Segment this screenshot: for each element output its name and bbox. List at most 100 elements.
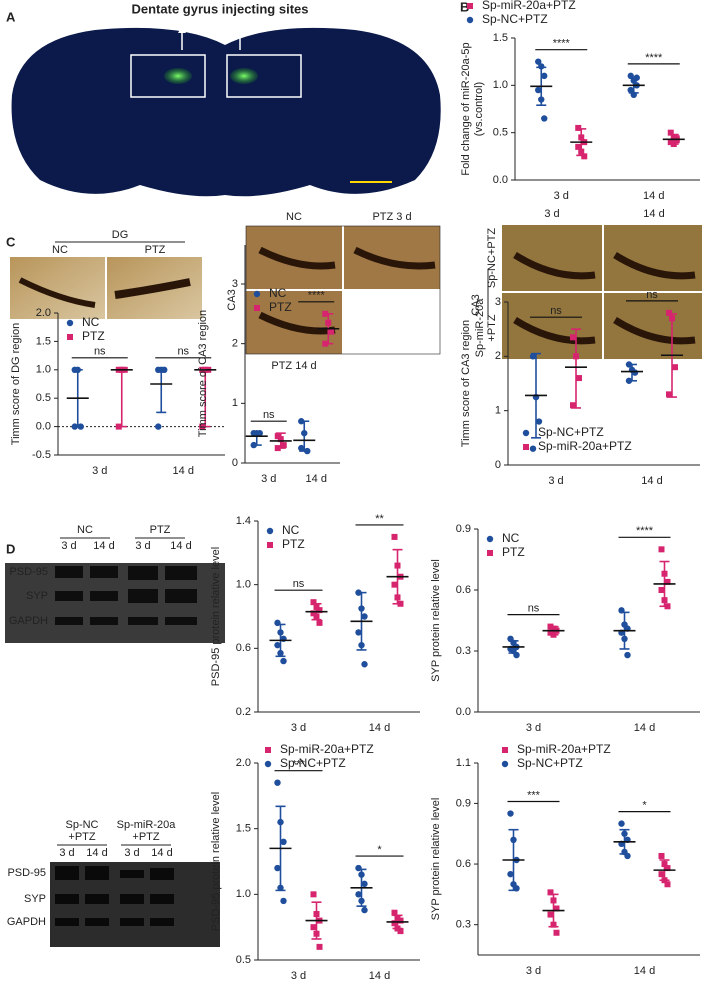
data-point xyxy=(507,810,514,817)
data-point xyxy=(535,86,542,94)
data-point xyxy=(391,909,398,916)
blot-group: NC xyxy=(77,524,93,536)
data-point xyxy=(391,581,398,588)
data-point xyxy=(666,309,672,316)
chart: 0.0 0.3 0.6 0.9 SYP protein relative level 3 … xyxy=(430,523,700,734)
y-tick-label: 3 xyxy=(232,278,238,290)
data-point xyxy=(310,599,317,606)
legend-marker xyxy=(466,16,474,24)
lane-label: 14 d xyxy=(86,847,107,859)
y-tick-label: 1.0 xyxy=(236,888,251,900)
western-blots xyxy=(5,563,225,947)
legend-label: NC xyxy=(282,523,300,537)
image-label: Sp-NC+PTZ xyxy=(486,228,498,288)
data-point xyxy=(541,115,548,122)
image-label: NC xyxy=(286,211,302,223)
data-point xyxy=(576,375,582,382)
x-tick-label: 14 d xyxy=(641,475,662,487)
data-point xyxy=(664,578,671,585)
data-point xyxy=(397,928,404,935)
legend-marker xyxy=(66,319,74,327)
data-point xyxy=(361,661,368,668)
data-point xyxy=(310,610,317,617)
data-point xyxy=(658,587,665,593)
data-point xyxy=(391,920,398,927)
y-tick-label: -0.5 xyxy=(32,449,51,461)
significance-label: ns xyxy=(528,603,540,615)
y-tick-label: 3 xyxy=(495,296,501,308)
data-point xyxy=(618,820,625,827)
significance-label: ns xyxy=(646,289,658,301)
image-label: PTZ 3 d xyxy=(372,211,411,223)
y-axis-label: Timm score of DG region xyxy=(10,323,22,445)
blot-group: +PTZ xyxy=(132,831,159,843)
data-point xyxy=(280,657,287,665)
x-tick-label: 3 d xyxy=(526,722,541,734)
data-point xyxy=(507,870,514,878)
data-point xyxy=(310,924,317,931)
legend-label: Sp-NC+PTZ xyxy=(517,756,583,770)
image-label: PTZ 14 d xyxy=(271,360,316,372)
legend-label: NC xyxy=(82,315,100,329)
protein-label: GAPDH xyxy=(9,615,48,627)
x-tick-label: 3 d xyxy=(291,970,306,982)
blot-group: Sp-miR-20a xyxy=(117,819,177,831)
chart: 0.2 0.6 1.0 1.4 PSD-95 protein relative leve… xyxy=(210,513,420,734)
data-point xyxy=(280,897,287,905)
legend-label: PTZ xyxy=(282,537,305,551)
data-point xyxy=(274,779,281,786)
image-label: CA3 xyxy=(470,294,482,315)
significance-label: ns xyxy=(94,346,106,358)
data-point xyxy=(581,153,588,160)
lane-label: 14 d xyxy=(93,540,114,552)
protein-label: SYP xyxy=(26,590,48,602)
legend-label: Sp-miR-20a+PTZ xyxy=(538,439,632,453)
chart: 0 1 2 3 Timm score of CA3 region 3 d ns 14 d ***… xyxy=(197,278,340,485)
protein-label: PSD-95 xyxy=(9,566,48,578)
significance-label: **** xyxy=(645,52,663,64)
data-point xyxy=(298,444,305,452)
y-axis-label: Timm score of CA3 region xyxy=(460,320,472,447)
image-label: CA3 xyxy=(226,289,238,310)
y-tick-label: 1.0 xyxy=(493,79,508,91)
data-point xyxy=(658,546,665,553)
lane-label: 3 d xyxy=(124,847,139,859)
data-point xyxy=(658,852,665,859)
legend-marker xyxy=(523,444,529,450)
data-point xyxy=(627,86,634,94)
significance-label: ns xyxy=(550,305,562,317)
significance-label: ns xyxy=(177,346,189,358)
legend-marker xyxy=(502,747,508,753)
image-label: 3 d xyxy=(544,208,559,220)
data-point xyxy=(529,353,537,360)
y-axis-label: SYP protein relative level xyxy=(430,559,442,682)
legend-marker xyxy=(467,3,473,9)
data-point xyxy=(316,619,323,626)
data-point xyxy=(541,72,548,80)
chart: -0.5 0.0 0.5 1.0 1.5 2.0 Timm score of DG regi… xyxy=(10,307,225,477)
significance-label: ns xyxy=(263,409,275,421)
legend-label: Sp-NC+PTZ xyxy=(538,425,604,439)
data-point xyxy=(361,613,368,620)
data-point xyxy=(553,929,560,936)
significance-label: **** xyxy=(636,525,654,537)
y-tick-label: 1.0 xyxy=(36,364,51,376)
x-tick-label: 14 d xyxy=(306,473,327,485)
data-point xyxy=(667,129,674,136)
image-label: +PTZ xyxy=(486,314,498,341)
data-point xyxy=(361,880,368,888)
y-tick-label: 0.6 xyxy=(456,584,471,596)
data-point xyxy=(570,402,576,409)
legend-label: Sp-miR-20a+PTZ xyxy=(482,0,576,12)
x-tick-label: 3 d xyxy=(554,190,569,202)
y-tick-label: 1.5 xyxy=(36,335,51,347)
y-tick-label: 0.6 xyxy=(236,642,251,654)
y-tick-label: 2.0 xyxy=(236,757,251,769)
legend-marker xyxy=(254,305,260,311)
micrographs xyxy=(10,225,702,359)
lane-label: 3 d xyxy=(135,540,150,552)
y-axis-label: Fold change of miR-20a-5p xyxy=(460,42,472,175)
y-tick-label: 0.5 xyxy=(236,954,251,966)
y-tick-label: 2.0 xyxy=(36,307,51,319)
